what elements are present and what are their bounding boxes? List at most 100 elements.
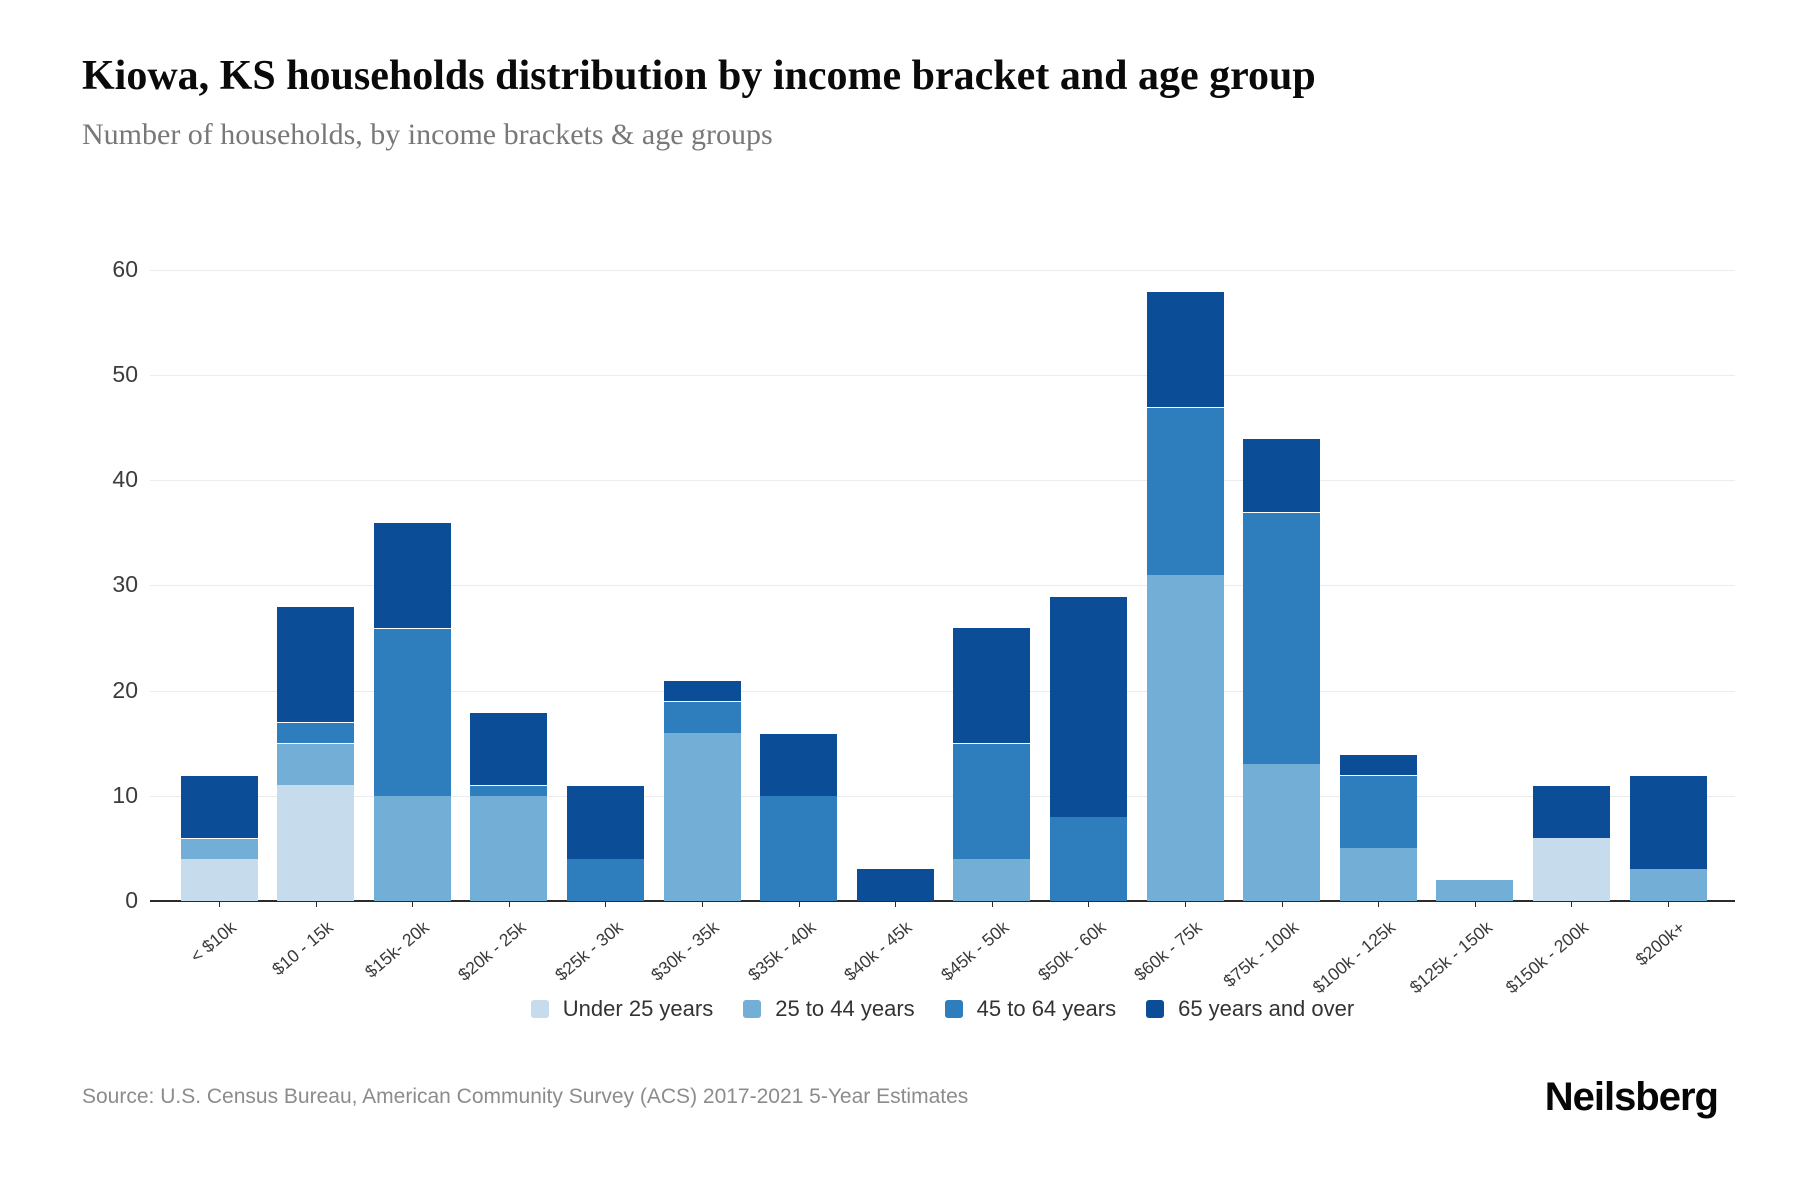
bar-segment-65 years and over[interactable] [953,627,1031,744]
bar-segment-25 to 44 years[interactable] [180,837,258,859]
bar-segment-Under 25 years[interactable] [277,785,355,901]
bar-$100k - 125k[interactable] [1339,753,1417,901]
bar-segment-45 to 64 years[interactable] [1339,774,1417,849]
bar-segment-45 to 64 years[interactable] [373,627,451,796]
bar-segment-25 to 44 years[interactable] [663,732,741,901]
bar-segment-45 to 64 years[interactable] [1243,511,1321,765]
gridline-50 [150,375,1735,376]
x-tick [1668,901,1669,907]
bar-segment-25 to 44 years[interactable] [1629,869,1707,901]
bar-segment-65 years and over[interactable] [1339,753,1417,775]
bar-$35k - 40k[interactable] [760,732,838,901]
bar-$30k - 35k[interactable] [663,680,741,901]
bar-$60k - 75k[interactable] [1146,290,1224,901]
gridline-30 [150,585,1735,587]
x-axis-label-$20k - 25k: $20k - 25k [454,917,530,985]
bar-segment-45 to 64 years[interactable] [277,722,355,744]
bar-segment-25 to 44 years[interactable] [1339,848,1417,901]
legend-label: 25 to 44 years [775,996,915,1021]
bar-$45k - 50k[interactable] [953,627,1031,901]
x-axis-label-$15k- 20k: $15k- 20k [361,917,434,982]
bar-segment-65 years and over[interactable] [1532,785,1610,838]
bar-$40k - 45k[interactable] [856,869,934,901]
bar-segment-65 years and over[interactable] [180,774,258,838]
legend-swatch-icon [743,1000,762,1018]
gridline-20 [150,690,1735,692]
bar-$25k - 30k[interactable] [566,785,644,901]
legend: Under 25 years 25 to 44 years 45 to 64 yea… [150,996,1735,1022]
bar-segment-25 to 44 years[interactable] [373,795,451,901]
bar-$20k - 25k[interactable] [470,711,548,901]
footer: Source: U.S. Census Bureau, American Com… [82,1062,1719,1132]
x-axis-label-$45k - 50k: $45k - 50k [937,917,1013,985]
x-tick [1571,901,1573,907]
x-tick [798,901,800,907]
bar-segment-65 years and over[interactable] [470,711,548,786]
y-axis-label-60: 60 [112,255,138,282]
bar-segment-25 to 44 years[interactable] [1243,764,1321,901]
bar-segment-25 to 44 years[interactable] [277,743,355,786]
bar-segment-25 to 44 years[interactable] [1436,879,1514,901]
legend-swatch-icon [944,1000,963,1018]
bar-segment-65 years and over[interactable] [856,869,934,901]
x-tick [1281,901,1283,907]
legend-swatch-icon [530,1000,549,1018]
legend-item-65 years and over[interactable]: 65 years and over [1146,996,1354,1022]
x-tick [412,901,414,907]
x-axis-label-$200k+: $200k+ [1631,917,1689,970]
x-axis-label-$35k - 40k: $35k - 40k [744,917,820,985]
legend-item-Under 25 years[interactable]: Under 25 years [530,996,713,1022]
bar-segment-25 to 44 years[interactable] [953,858,1031,901]
gridline-60 [150,269,1735,271]
bar-segment-45 to 64 years[interactable] [663,701,741,733]
y-axis-label-10: 10 [112,781,138,808]
bar-segment-65 years and over[interactable] [566,785,644,859]
bar-segment-65 years and over[interactable] [373,522,451,628]
bar-segment-25 to 44 years[interactable] [1146,574,1224,901]
x-axis-label-$30k - 35k: $30k - 35k [647,917,723,985]
x-tick [991,901,993,907]
bar-< $10k[interactable] [180,774,258,901]
bar-segment-65 years and over[interactable] [1146,290,1224,407]
x-axis-label-$10 - 15k: $10 - 15k [267,917,337,980]
bar-segment-45 to 64 years[interactable] [760,795,838,901]
bar-segment-65 years and over[interactable] [1629,774,1707,870]
bar-$15k- 20k[interactable] [373,522,451,901]
x-tick [1378,901,1380,907]
bar-$125k - 150k[interactable] [1436,879,1514,901]
bar-segment-65 years and over[interactable] [760,732,838,796]
x-axis-label-$125k - 150k: $125k - 150k [1405,917,1496,998]
bar-segment-65 years and over[interactable] [663,680,741,702]
bar-$75k - 100k[interactable] [1243,438,1321,901]
bar-segment-Under 25 years[interactable] [1532,837,1610,901]
bar-segment-65 years and over[interactable] [277,606,355,723]
bar-segment-65 years and over[interactable] [1243,438,1321,512]
bar-segment-25 to 44 years[interactable] [470,795,548,901]
x-tick [1088,901,1090,907]
bar-segment-45 to 64 years[interactable] [566,858,644,901]
bar-$150k - 200k[interactable] [1532,785,1610,901]
bar-segment-45 to 64 years[interactable] [1049,816,1127,901]
y-axis-label-30: 30 [112,571,138,598]
legend-label: 45 to 64 years [976,996,1117,1021]
x-axis-label-$25k - 30k: $25k - 30k [550,917,627,985]
bar-$200k+[interactable] [1629,774,1707,901]
source-note: Source: U.S. Census Bureau, American Com… [82,1085,969,1108]
bar-$50k - 60k[interactable] [1049,595,1127,901]
x-axis-line [150,900,1735,902]
bar-segment-Under 25 years[interactable] [180,858,258,901]
legend-item-25 to 44 years[interactable]: 25 to 44 years [743,996,915,1022]
bar-$10 - 15k[interactable] [277,606,355,901]
bar-segment-65 years and over[interactable] [1049,595,1127,817]
x-tick [605,901,607,907]
legend-item-45 to 64 years[interactable]: 45 to 64 years [944,996,1117,1022]
bar-segment-45 to 64 years[interactable] [470,785,548,796]
x-axis-label-$100k - 125k: $100k - 125k [1308,917,1400,998]
bar-segment-45 to 64 years[interactable] [953,743,1031,859]
x-tick [315,901,317,907]
y-axis-label-40: 40 [112,466,138,493]
y-axis-label-0: 0 [125,887,138,913]
x-axis-label-< $10k: < $10k [186,917,240,967]
bar-segment-45 to 64 years[interactable] [1146,406,1224,575]
